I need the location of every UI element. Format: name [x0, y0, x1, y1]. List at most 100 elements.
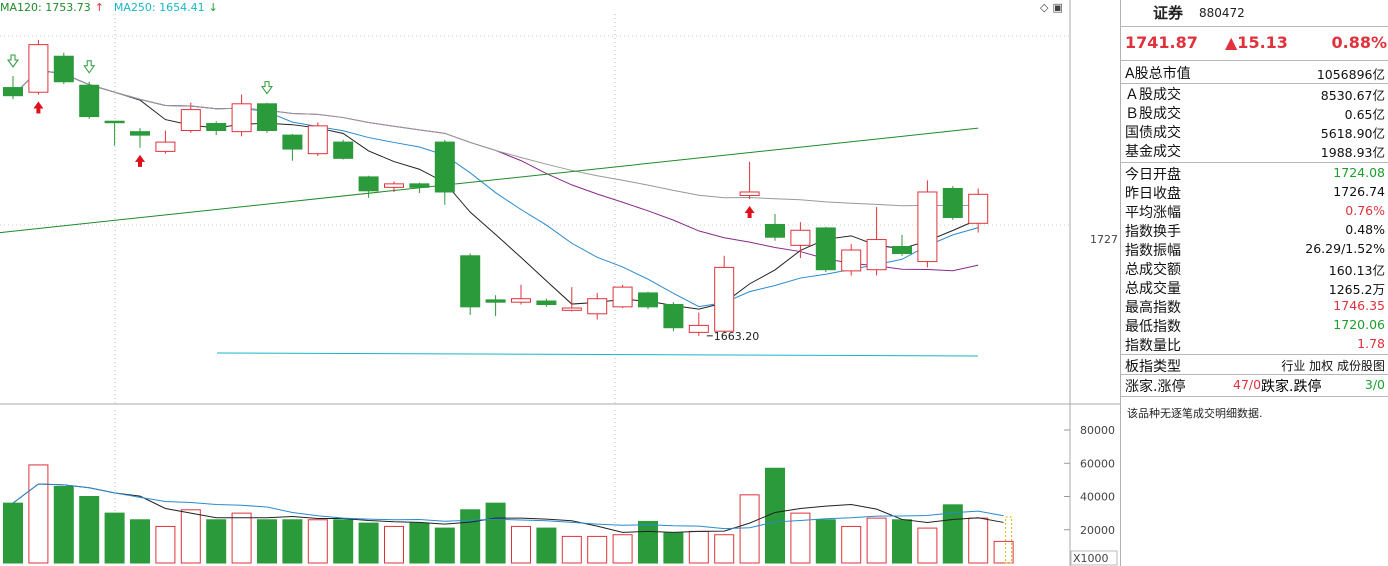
volume-bar — [460, 509, 481, 564]
volume-bar — [130, 519, 150, 564]
ma120-arrow: ↑ — [94, 1, 104, 14]
volume-bar — [155, 525, 176, 564]
index-stat-label: 昨日收盘 — [1125, 186, 1181, 202]
candle-body — [434, 141, 455, 193]
kline-svg: 1663.20 1727 80000 60000 40000 20000 X1000 — [0, 0, 1120, 566]
volume-bar — [231, 512, 252, 564]
candle-body — [866, 239, 887, 271]
index-stat-value: 1726.74 — [1333, 184, 1385, 199]
ma250-label: MA250: 1654.41 — [113, 1, 205, 14]
volume-bar — [866, 517, 887, 564]
turnover-row: Ｂ股成交 0.65亿 — [1125, 103, 1387, 122]
chart-toolbar: ◇ ▣ — [1036, 1, 1063, 14]
quote-panel: 证券 880472 1741.87 ▲15.13 0.88% A股总市值 105… — [1120, 0, 1388, 566]
window-icon[interactable]: ▣ — [1052, 1, 1063, 14]
candle-body — [663, 304, 684, 329]
volume-unit-label: X1000 — [1073, 552, 1109, 565]
chart-grid — [0, 0, 1120, 566]
volume-bar — [688, 530, 709, 564]
volume-bar — [79, 496, 100, 564]
buy-arrow-icon — [744, 205, 755, 218]
candle-body — [28, 44, 49, 93]
vol-tick-label: 20000 — [1080, 524, 1115, 537]
index-stat-label: 最低指数 — [1125, 319, 1181, 335]
candle-body — [460, 255, 481, 308]
index-stat-value: 1.78 — [1357, 336, 1385, 351]
candle-body — [3, 87, 23, 97]
candle-body — [206, 123, 227, 131]
candle-body — [587, 298, 608, 315]
volume-bar — [561, 535, 582, 564]
volume-bar — [612, 534, 633, 564]
candle-body — [155, 141, 176, 152]
ma60-line — [12, 69, 979, 207]
index-stat-value: 160.13亿 — [1328, 263, 1385, 278]
axis: 1663.20 1727 80000 60000 40000 20000 X1000 — [706, 233, 1118, 566]
turnover-label: Ｂ股成交 — [1125, 106, 1181, 122]
price-change: ▲15.13 — [1225, 33, 1288, 52]
candle-body — [409, 183, 430, 188]
volume-bar — [384, 525, 404, 564]
last-price: 1741.87 — [1125, 33, 1198, 52]
volume-bar — [104, 512, 125, 564]
candle-body — [968, 193, 989, 224]
index-type-label: 板指类型 — [1125, 359, 1181, 375]
buy-arrow-icon — [33, 101, 44, 114]
candle-body — [815, 227, 836, 271]
volume-bar — [765, 467, 785, 564]
volume-bar — [587, 535, 608, 564]
volume-bar — [434, 527, 455, 564]
volume-bar — [333, 519, 354, 564]
volume-bar — [714, 534, 735, 564]
sell-arrow-icon — [83, 60, 96, 74]
sell-arrow-icon — [261, 81, 273, 95]
sell-arrow-icon — [7, 54, 19, 68]
volume-bar — [663, 532, 684, 564]
index-stat-label: 最高指数 — [1125, 300, 1181, 316]
candle-body — [511, 298, 531, 303]
index-stat-row: 总成交量 1265.2万 — [1125, 278, 1387, 297]
volume-bar — [3, 502, 23, 564]
turnover-value: 5618.90亿 — [1320, 126, 1385, 141]
volume-bar — [790, 512, 811, 564]
volume-bar — [815, 519, 836, 564]
turnover-value: 8530.67亿 — [1320, 88, 1385, 103]
turnover-row: 基金成交 1988.93亿 — [1125, 141, 1387, 160]
candle-body — [130, 131, 150, 136]
index-stat-row: 昨日收盘 1726.74 — [1125, 183, 1387, 202]
index-stat-value: 1265.2万 — [1328, 282, 1385, 297]
turnover-row: Ａ股成交 8530.67亿 — [1125, 84, 1387, 103]
ma250-arrow: ↓ — [208, 1, 218, 14]
index-stat-label: 指数量比 — [1125, 338, 1181, 354]
volume-bar — [511, 525, 531, 564]
low-marker-label: 1663.20 — [714, 330, 760, 343]
index-name: 证券 — [1153, 4, 1184, 22]
candle-body — [104, 120, 125, 124]
buy-arrow-icon — [135, 154, 145, 167]
vol-tick-label: 40000 — [1080, 491, 1115, 504]
volume-bar — [257, 519, 277, 564]
diamond-icon[interactable]: ◇ — [1040, 1, 1049, 14]
price-change-pct: 0.88% — [1331, 33, 1387, 52]
index-stat-label: 指数振幅 — [1125, 243, 1181, 259]
market-cap-row: A股总市值 1056896亿 — [1125, 63, 1387, 82]
updown-row: 涨家.涨停 47/0 跌家.跌停 3/0 — [1125, 376, 1387, 395]
index-type-value[interactable]: 行业 加权 成份股图 — [1281, 359, 1385, 373]
volume-bar — [841, 525, 862, 564]
volume-bar — [409, 522, 430, 564]
volume-bar — [307, 519, 328, 564]
volume-bar — [206, 519, 227, 564]
index-stat-row: 总成交额 160.13亿 — [1125, 259, 1387, 278]
candle-body — [180, 109, 201, 131]
volume-bar — [28, 464, 49, 564]
index-stat-value: 1724.08 — [1333, 165, 1385, 180]
turnover-value: 1988.93亿 — [1320, 145, 1385, 160]
up-count-value: 47/0 — [1233, 377, 1262, 392]
kline-chart-area[interactable]: MA120: 1753.73 ↑ MA250: 1654.41 ↓ ◇ ▣ 1663.2… — [0, 0, 1120, 566]
candle-body — [231, 103, 252, 133]
candle-body — [790, 229, 811, 246]
volume-bars — [3, 464, 1014, 564]
candle-body — [841, 249, 862, 272]
candle-body — [892, 246, 912, 254]
vol-tick-label: 80000 — [1080, 424, 1115, 437]
